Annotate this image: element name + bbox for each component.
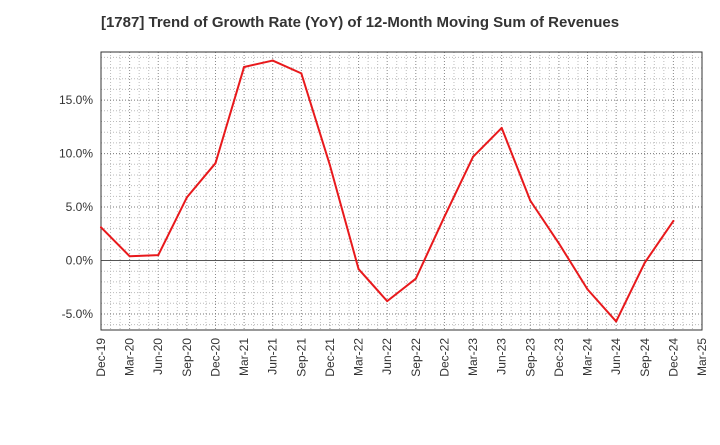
- data-point: [386, 300, 389, 303]
- x-tick-label: Jun-23: [495, 338, 509, 375]
- x-tick-label: Sep-21: [294, 338, 308, 377]
- data-point: [128, 255, 131, 258]
- y-tick-label: 0.0%: [66, 254, 94, 268]
- y-tick-label: -5.0%: [62, 307, 94, 321]
- x-tick-label: Sep-23: [523, 338, 537, 377]
- x-tick-label: Jun-21: [266, 338, 280, 375]
- x-tick-label: Jun-22: [380, 338, 394, 375]
- grid-lines: [100, 52, 703, 330]
- x-tick-label: Mar-25: [695, 338, 709, 376]
- data-point: [414, 277, 417, 280]
- x-tick-label: Dec-20: [208, 338, 222, 377]
- x-tick-label: Dec-22: [437, 338, 451, 377]
- y-tick-label: 5.0%: [66, 200, 94, 214]
- data-point: [100, 226, 102, 229]
- data-point: [529, 199, 532, 202]
- data-point: [557, 242, 560, 245]
- data-point: [472, 155, 475, 158]
- data-point: [300, 72, 303, 75]
- x-tick-label: Jun-20: [151, 338, 165, 375]
- data-point: [586, 288, 589, 291]
- y-tick-label: 15.0%: [59, 93, 93, 107]
- y-tick-label: 10.0%: [59, 147, 93, 161]
- plot-border: [100, 51, 703, 331]
- x-tick-label: Mar-22: [352, 338, 366, 376]
- data-point: [643, 261, 646, 264]
- x-tick-label: Dec-24: [666, 338, 680, 377]
- data-point: [443, 215, 446, 218]
- data-point: [328, 164, 331, 167]
- data-point: [243, 65, 246, 68]
- x-tick-label: Sep-24: [638, 338, 652, 377]
- plot-area: [101, 52, 702, 330]
- data-point: [157, 254, 160, 257]
- x-tick-label: Mar-20: [123, 338, 137, 376]
- x-tick-label: Dec-23: [552, 338, 566, 377]
- x-tick-label: Mar-24: [581, 338, 595, 376]
- x-tick-label: Mar-23: [466, 338, 480, 376]
- data-point: [500, 126, 503, 129]
- data-point: [271, 59, 274, 62]
- data-point: [357, 268, 360, 271]
- x-tick-label: Sep-20: [180, 338, 194, 377]
- data-point: [615, 320, 618, 323]
- data-point: [672, 219, 675, 222]
- data-point: [214, 162, 217, 165]
- data-point: [185, 196, 188, 199]
- x-tick-label: Mar-21: [237, 338, 251, 376]
- x-tick-label: Sep-22: [409, 338, 423, 377]
- x-tick-label: Jun-24: [609, 338, 623, 375]
- chart-title: [1787] Trend of Growth Rate (YoY) of 12-…: [100, 14, 620, 31]
- x-tick-label: Dec-21: [323, 338, 337, 377]
- x-tick-label: Dec-19: [94, 338, 108, 377]
